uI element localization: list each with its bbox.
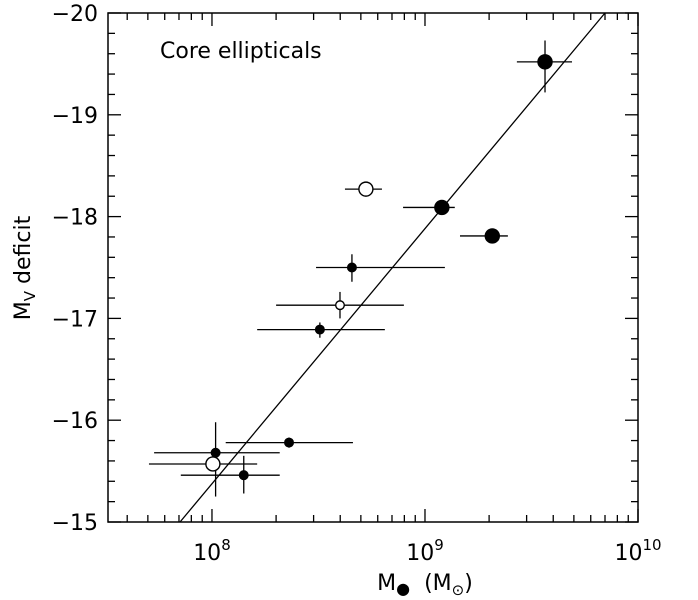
y-label-part: M bbox=[11, 301, 36, 320]
x-tick-base: 10 bbox=[406, 541, 434, 566]
x-tick-exponent: 10 bbox=[642, 536, 661, 554]
data-point bbox=[210, 447, 221, 458]
data-point bbox=[537, 54, 553, 70]
x-axis-label: M● (M⊙) bbox=[377, 571, 473, 599]
data-point bbox=[484, 228, 500, 244]
x-label-sub: ⊙ bbox=[452, 581, 465, 599]
x-label-part: ) bbox=[464, 571, 473, 596]
data-point bbox=[284, 437, 295, 448]
x-label-part: (M bbox=[424, 571, 452, 596]
y-tick-label: −16 bbox=[52, 409, 98, 434]
data-point bbox=[205, 456, 221, 472]
x-tick-exponent: 8 bbox=[221, 536, 231, 554]
y-label-sub: V bbox=[21, 290, 39, 301]
annotation: Core ellipticals bbox=[160, 39, 322, 64]
data-point bbox=[238, 470, 249, 481]
data-point bbox=[314, 324, 325, 335]
y-tick-label: −18 bbox=[52, 206, 98, 231]
x-tick-label: 108 bbox=[193, 536, 231, 566]
y-tick-label: −19 bbox=[52, 104, 98, 129]
x-tick-label: 109 bbox=[406, 536, 444, 566]
data-point bbox=[334, 300, 345, 311]
x-tick-label: 1010 bbox=[614, 536, 661, 566]
y-tick-label: −17 bbox=[52, 307, 98, 332]
x-tick-exponent: 9 bbox=[434, 536, 444, 554]
x-label-part: M bbox=[377, 571, 396, 596]
y-tick-label: −20 bbox=[52, 2, 98, 27]
y-axis-label: MV deficit bbox=[11, 215, 39, 320]
y-tick-label: −15 bbox=[52, 511, 98, 536]
data-point bbox=[346, 262, 357, 273]
data-point bbox=[434, 199, 450, 216]
x-label-sub: ● bbox=[396, 579, 410, 598]
x-tick-base: 10 bbox=[614, 541, 642, 566]
data-point bbox=[358, 181, 374, 197]
plot-frame bbox=[107, 12, 639, 523]
x-tick-base: 10 bbox=[193, 541, 221, 566]
y-label-part: deficit bbox=[11, 215, 36, 291]
